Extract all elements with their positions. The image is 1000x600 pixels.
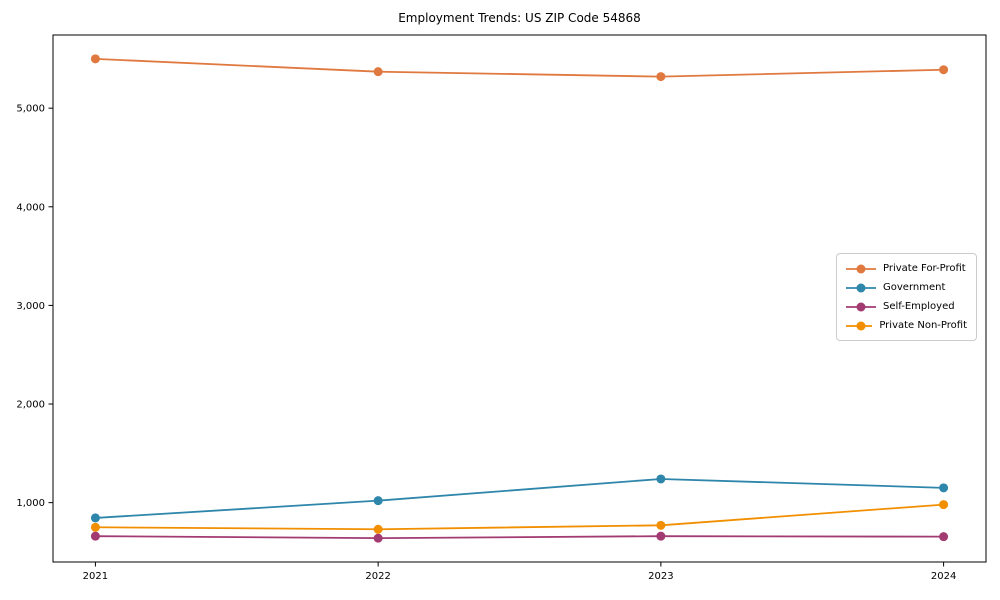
legend-label-private-for-profit: Private For-Profit	[883, 263, 966, 274]
data-point-self-employed	[90, 531, 100, 541]
series-line-private-for-profit	[95, 57, 944, 78]
legend-item-private-for-profit: Private For-Profit	[846, 261, 967, 277]
legend-label-government: Government	[883, 282, 946, 293]
data-point-private-for-profit	[373, 67, 383, 77]
data-point-private-for-profit	[656, 72, 666, 82]
data-point-private-non-profit	[656, 520, 666, 530]
legend-item-private-non-profit: Private Non-Profit	[846, 318, 967, 334]
data-point-government	[656, 474, 666, 484]
x-tick-label: 2023	[648, 571, 673, 582]
y-tick-label: 5,000	[16, 104, 45, 115]
y-tick-label: 4,000	[16, 202, 45, 213]
data-point-private-non-profit	[90, 522, 100, 532]
data-point-self-employed	[656, 531, 666, 541]
axes-frame	[52, 34, 987, 563]
x-tick-label: 2021	[83, 571, 108, 582]
data-point-self-employed	[939, 532, 949, 542]
y-tick-label: 1,000	[16, 498, 45, 509]
legend-marker-private-non-profit	[846, 321, 873, 330]
legend-label-private-non-profit: Private Non-Profit	[879, 320, 967, 331]
x-tick-label: 2022	[365, 571, 390, 582]
legend-item-government: Government	[846, 280, 967, 296]
data-point-private-for-profit	[90, 54, 100, 64]
data-point-government	[90, 513, 100, 523]
legend-item-self-employed: Self-Employed	[846, 299, 967, 315]
legend: Private For-Profit Government Self-Employe…	[836, 253, 977, 341]
data-point-private-non-profit	[373, 524, 383, 534]
series-line-government	[95, 478, 944, 519]
data-point-self-employed	[373, 533, 383, 543]
legend-marker-government	[846, 283, 876, 292]
legend-marker-private-for-profit	[846, 264, 876, 273]
y-tick-label: 2,000	[16, 400, 45, 411]
data-point-private-for-profit	[939, 65, 949, 75]
series-line-self-employed	[95, 535, 944, 540]
series-line-private-non-profit	[95, 503, 944, 531]
legend-label-self-employed: Self-Employed	[883, 301, 955, 312]
data-point-government	[373, 496, 383, 506]
x-tick-label: 2024	[931, 571, 956, 582]
legend-marker-self-employed	[846, 302, 876, 311]
y-tick-label: 3,000	[16, 301, 45, 312]
data-point-government	[939, 483, 949, 493]
chart-title: Employment Trends: US ZIP Code 54868	[398, 11, 641, 25]
data-point-private-non-profit	[939, 500, 949, 510]
